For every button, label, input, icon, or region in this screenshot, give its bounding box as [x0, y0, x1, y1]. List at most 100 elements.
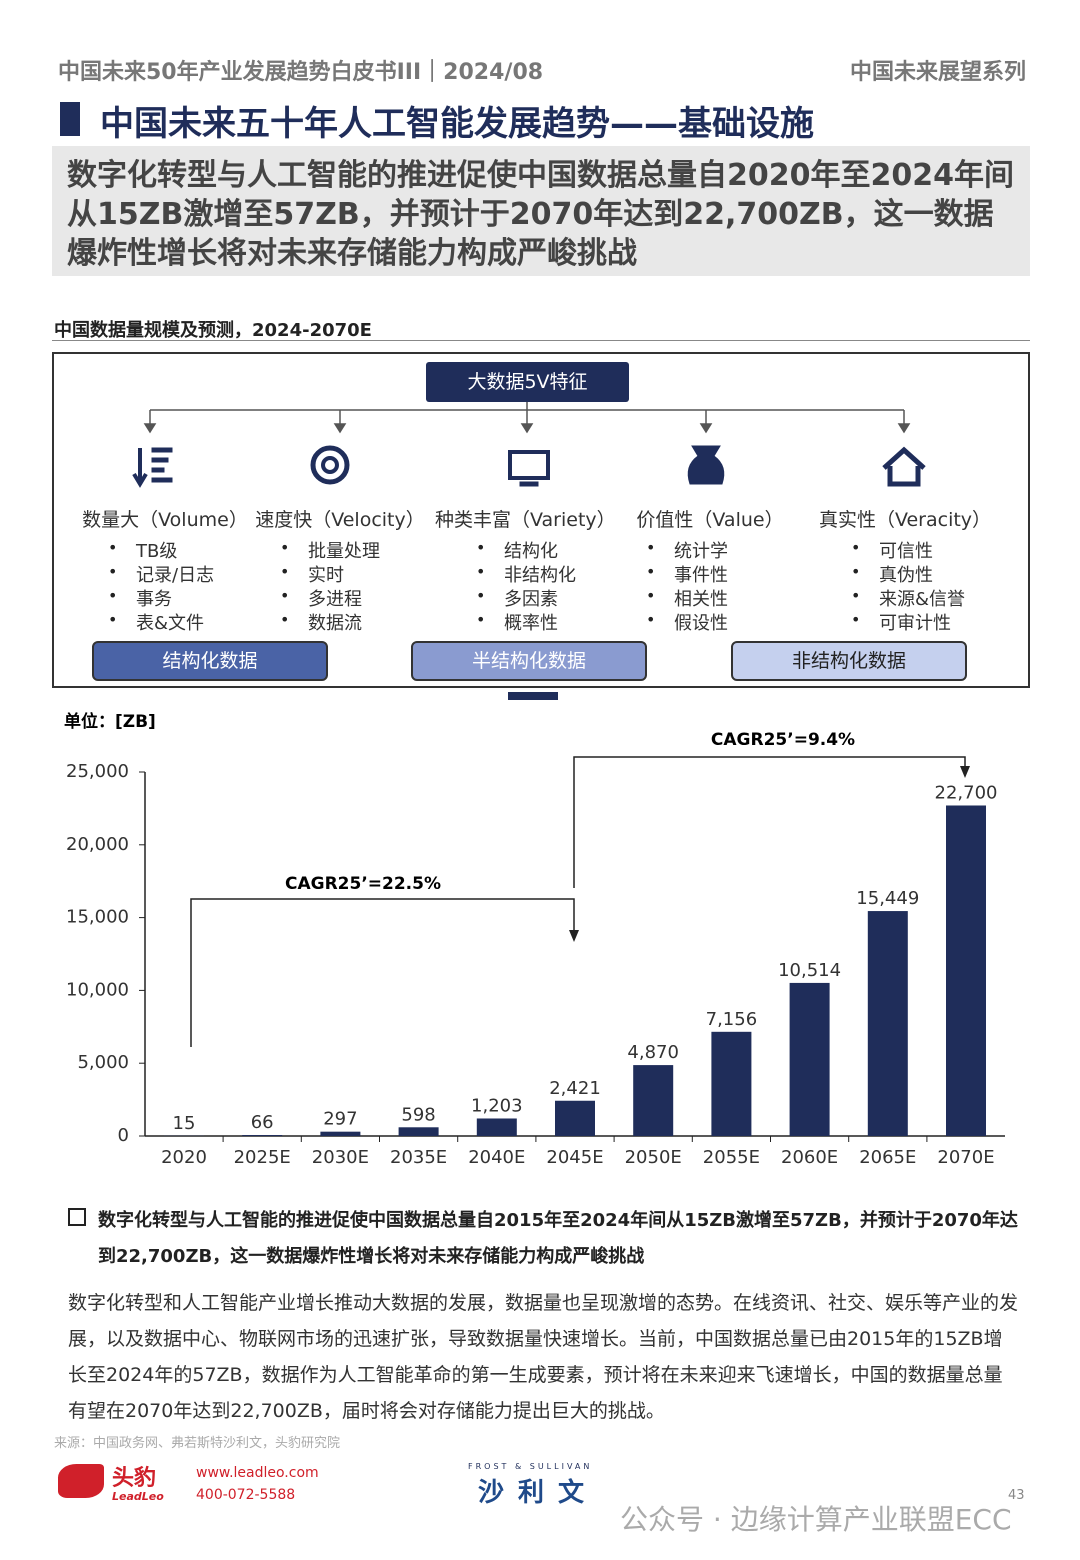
x-tick-label: 2020 [161, 1147, 207, 1168]
header-left: 中国未来50年产业发展趋势白皮书III｜2024/08 [58, 60, 544, 85]
x-tick-label: 2070E [937, 1147, 994, 1168]
feature-item: 表&文件 [136, 613, 205, 634]
bar [242, 1135, 283, 1136]
value-label: 1,203 [471, 1095, 523, 1116]
feature-item: 记录/日志 [136, 565, 215, 586]
bullet-dot: • [476, 610, 486, 629]
x-tick-label: 2045E [546, 1147, 603, 1168]
feature-item: 多进程 [308, 589, 362, 610]
bullet-dot: • [108, 586, 118, 605]
feature-item: 实时 [308, 565, 344, 586]
y-tick-label: 10,000 [66, 979, 129, 1000]
value-label: 15,449 [856, 888, 919, 909]
diagram-box [52, 352, 1030, 688]
value-label: 297 [323, 1109, 357, 1130]
feature-item: 可信性 [879, 541, 933, 562]
header-right: 中国未来展望系列 [849, 60, 1026, 85]
feature-item: 事务 [136, 589, 172, 610]
feature-name: 种类丰富（Variety） [435, 509, 616, 531]
partner: 沙利文 [478, 1478, 599, 1508]
feature-item: 数据流 [308, 613, 362, 634]
x-tick-label: 2065E [859, 1147, 916, 1168]
page-number: 43 [1008, 1488, 1025, 1503]
x-tick-label: 2025E [234, 1147, 291, 1168]
bullet-dot: • [851, 586, 861, 605]
diagram-lines [132, 402, 926, 700]
x-tick-label: 2060E [781, 1147, 838, 1168]
x-tick-label: 2040E [468, 1147, 525, 1168]
bullet-dot: • [851, 610, 861, 629]
watermark: 公众号 · 边缘计算产业联盟ECC [620, 1503, 1012, 1536]
logo-en: LeadLeo [112, 1490, 164, 1503]
feature-item: 可审计性 [879, 613, 951, 634]
bar [633, 1065, 674, 1136]
cagr-arrows [190, 756, 966, 1047]
y-tick-label: 0 [118, 1125, 129, 1146]
annotation: CAGR25’=22.5% [285, 874, 441, 894]
group-box: 非结构化数据 [731, 641, 967, 681]
group-box: 半结构化数据 [411, 641, 647, 681]
feature-item: 多因素 [504, 589, 558, 610]
feature-name: 数量大（Volume） [82, 509, 248, 531]
figure-title: 中国数据量规模及预测，2024-2070E [54, 320, 372, 341]
feature-item: TB级 [136, 541, 178, 562]
bullet-dot: • [280, 562, 290, 581]
feature-item: 结构化 [504, 541, 558, 562]
feature-item: 来源&信誉 [879, 589, 966, 610]
y-tick-label: 25,000 [66, 761, 129, 782]
bullet-dot: • [646, 562, 656, 581]
x-tick-label: 2055E [703, 1147, 760, 1168]
partner-en: FROST & SULLIVAN [468, 1462, 593, 1471]
bullet-dot: • [476, 586, 486, 605]
bar [555, 1100, 595, 1136]
bar [398, 1127, 439, 1136]
feature-item: 真伪性 [879, 565, 933, 586]
bullet-dot: • [108, 538, 118, 557]
bullet-dot: • [646, 610, 656, 629]
bullet-dot: • [646, 586, 656, 605]
unit-label: 单位：[ZB] [64, 711, 156, 732]
bullet-dot: • [851, 538, 861, 557]
x-tick-label: 2050E [625, 1147, 682, 1168]
bullet-dot: • [280, 538, 290, 557]
feature-item: 概率性 [504, 613, 558, 634]
bar [711, 1031, 752, 1136]
bullet-dot: • [476, 562, 486, 581]
value-label: 4,870 [627, 1042, 679, 1063]
diagram-root: 大数据5V特征 [426, 362, 629, 402]
logo: 头豹 [112, 1466, 157, 1491]
x-tick-label: 2030E [312, 1147, 369, 1168]
value-label: 15 [173, 1113, 196, 1134]
feature-item: 假设性 [674, 613, 728, 634]
source: 来源：中国政务网、弗若斯特沙利文，头豹研究院 [54, 1436, 341, 1451]
bullet: 数字化转型与人工智能的推进促使中国数据总量自2015年至2024年间从15ZB激… [98, 1210, 1018, 1267]
feature-item: 批量处理 [308, 541, 380, 562]
y-tick-label: 20,000 [66, 834, 129, 855]
body: 数字化转型和人工智能产业增长推动大数据的发展，数据量也呈现激增的态势。在线资讯、… [68, 1292, 1019, 1422]
bullet-dot: • [108, 562, 118, 581]
title: 中国未来五十年人工智能发展趋势——基础设施 [100, 104, 814, 144]
group-box: 结构化数据 [92, 641, 328, 681]
bullet-dot: • [646, 538, 656, 557]
rule [52, 340, 1030, 341]
bar [789, 982, 830, 1136]
feature-item: 统计学 [674, 541, 728, 562]
summary: 数字化转型与人工智能的推进促使中国数据总量自2020年至2024年间从15ZB激… [52, 146, 1030, 276]
title-marker [60, 102, 80, 136]
bar [867, 911, 908, 1136]
phone: 400-072-5588 [196, 1487, 296, 1503]
bar [946, 805, 986, 1136]
x-tick-label: 2035E [390, 1147, 447, 1168]
value-label: 10,514 [778, 960, 841, 981]
y-tick-label: 5,000 [77, 1052, 129, 1073]
logo-icon [58, 1464, 104, 1498]
y-tick-label: 15,000 [66, 907, 129, 928]
chart: 单位：[ZB] CAGR25’=22.5% CAGR25’=9.4% 0 5,00… [64, 711, 1005, 1168]
website: www.leadleo.com [196, 1465, 319, 1481]
feature-name: 真实性（Veracity） [818, 509, 992, 531]
feature-name: 价值性（Value） [636, 509, 784, 531]
bar [320, 1131, 361, 1136]
bullet-dot: • [851, 562, 861, 581]
bullet-box [68, 1208, 86, 1226]
